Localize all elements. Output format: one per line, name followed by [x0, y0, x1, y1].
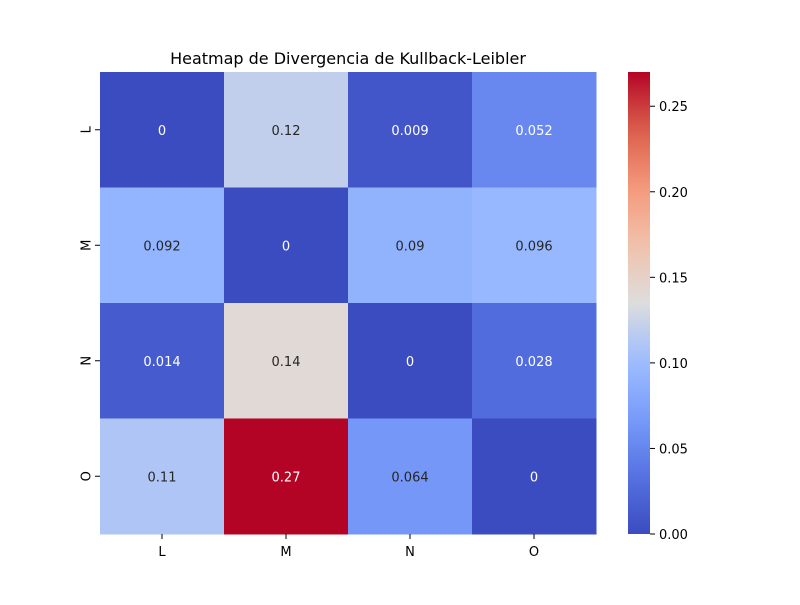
x-tick-label-L: L [158, 545, 166, 560]
colorbar-tick-label-3: 0.15 [659, 271, 688, 286]
heatmap-cell-L-L [100, 72, 225, 188]
cell-value-label-O-O: 0 [530, 470, 538, 485]
x-axis: L M N O [158, 534, 539, 560]
heatmap-cell-labels: 0 0.12 0.009 0.052 0.092 0 0.09 0.096 0.014 0.14 0… [143, 124, 552, 486]
colorbar-gradient [628, 72, 650, 534]
y-tick-label-N: N [80, 356, 95, 366]
x-tick-label-O: O [529, 545, 539, 560]
x-tick-label-N: N [405, 545, 415, 560]
heatmap-cell-O-L [100, 418, 225, 535]
y-tick-label-O: O [80, 471, 95, 481]
cell-value-label-O-L: 0.11 [148, 470, 177, 485]
heatmap-cell-L-N [348, 72, 473, 188]
colorbar: 0.00 0.05 0.10 0.15 0.20 0.25 [628, 72, 688, 543]
cell-value-label-N-L: 0.014 [143, 355, 180, 370]
cell-value-label-N-O: 0.028 [515, 355, 552, 370]
cell-value-label-L-N: 0.009 [391, 124, 428, 139]
heatmap-cell-N-N [348, 303, 473, 419]
heatmap-cell-M-O [472, 187, 597, 304]
cell-value-label-M-N: 0.09 [396, 239, 425, 254]
cell-value-label-L-L: 0 [158, 124, 166, 139]
cell-value-label-M-O: 0.096 [515, 239, 552, 254]
chart-title: Heatmap de Divergencia de Kullback-Leibl… [170, 49, 526, 68]
colorbar-tick-label-1: 0.05 [659, 442, 688, 457]
heatmap-cell-N-O [472, 303, 597, 419]
x-tick-label-M: M [280, 545, 291, 560]
colorbar-tick-label-4: 0.20 [659, 186, 688, 201]
heatmap-cell-M-N [348, 187, 473, 304]
heatmap-cell-M-M [224, 187, 349, 304]
colorbar-tick-label-0: 0.00 [659, 528, 688, 543]
y-tick-label-M: M [80, 240, 95, 251]
y-tick-label-L: L [80, 125, 95, 133]
cell-value-label-M-M: 0 [282, 239, 290, 254]
cell-value-label-N-N: 0 [406, 355, 414, 370]
heatmap-cell-O-N [348, 418, 473, 535]
heatmap-cell-L-M [224, 72, 349, 188]
cell-value-label-O-M: 0.27 [272, 470, 301, 485]
heatmap-cell-L-O [472, 72, 597, 188]
y-axis: L M N O [80, 125, 100, 481]
cell-value-label-L-O: 0.052 [515, 124, 552, 139]
heatmap-cell-O-M [224, 418, 349, 535]
colorbar-tick-label-5: 0.25 [659, 100, 688, 115]
cell-value-label-N-M: 0.14 [272, 355, 301, 370]
heatmap-cell-O-O [472, 418, 597, 535]
cell-value-label-M-L: 0.092 [143, 239, 180, 254]
heatmap-cells [100, 72, 597, 535]
cell-value-label-L-M: 0.12 [272, 124, 301, 139]
colorbar-tick-label-2: 0.10 [659, 357, 688, 372]
heatmap-cell-M-L [100, 187, 225, 304]
cell-value-label-O-N: 0.064 [391, 470, 428, 485]
heatmap-cell-N-M [224, 303, 349, 419]
heatmap-cell-N-L [100, 303, 225, 419]
